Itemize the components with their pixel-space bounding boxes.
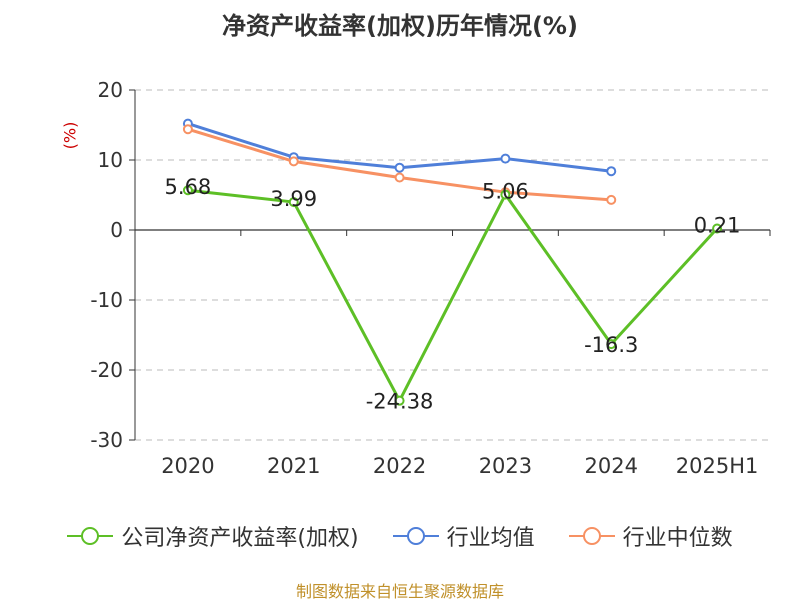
data-point-1 xyxy=(500,153,511,164)
data-point-1 xyxy=(606,166,617,177)
legend-label-industry-mean: 行业均值 xyxy=(446,526,535,551)
chart-legend: 公司净资产收益率(加权) 行业均值 行业中位数 xyxy=(0,520,800,552)
data-label: -16.3 xyxy=(584,333,638,357)
legend-item-industry-mean[interactable]: 行业均值 xyxy=(392,520,535,552)
data-label: 5.68 xyxy=(165,175,212,199)
y-tick-label: 20 xyxy=(98,78,123,102)
data-point-2 xyxy=(394,172,405,183)
x-tick-label: 2020 xyxy=(161,454,214,478)
y-tick-label: 10 xyxy=(98,148,123,172)
chart-title: 净资产收益率(加权)历年情况(%) xyxy=(222,12,578,40)
legend-marker-green xyxy=(67,527,114,545)
data-point-0 xyxy=(606,339,617,350)
x-tick-label: 2023 xyxy=(479,454,532,478)
data-label: -24.38 xyxy=(366,390,434,414)
x-tick-label: 2022 xyxy=(373,454,426,478)
data-source-note: 制图数据来自恒生聚源数据库 xyxy=(295,582,504,601)
data-point-0 xyxy=(500,189,511,200)
y-tick-label: -10 xyxy=(90,288,123,312)
x-tick-label: 2024 xyxy=(585,454,638,478)
data-point-2 xyxy=(182,124,193,135)
legend-item-company-roe[interactable]: 公司净资产收益率(加权) xyxy=(67,520,359,552)
data-point-0 xyxy=(288,197,299,208)
data-point-2 xyxy=(288,156,299,167)
x-tick-label: 2025H1 xyxy=(676,454,759,478)
data-label: 0.21 xyxy=(694,214,741,238)
data-point-0 xyxy=(712,223,723,234)
data-point-0 xyxy=(394,395,405,406)
data-point-1 xyxy=(394,162,405,173)
legend-label-company-roe: 公司净资产收益率(加权) xyxy=(121,526,359,551)
data-label: 3.99 xyxy=(270,187,317,211)
y-tick-label: -30 xyxy=(90,428,123,452)
legend-marker-blue xyxy=(392,527,439,545)
y-tick-label: -20 xyxy=(90,358,123,382)
legend-label-industry-median: 行业中位数 xyxy=(622,526,733,551)
data-point-0 xyxy=(182,185,193,196)
legend-marker-orange xyxy=(568,527,615,545)
x-tick-label: 2021 xyxy=(267,454,320,478)
y-tick-label: 0 xyxy=(110,218,123,242)
data-label: 5.06 xyxy=(482,180,529,204)
legend-item-industry-median[interactable]: 行业中位数 xyxy=(568,520,733,552)
series-line-0 xyxy=(187,188,719,403)
data-point-2 xyxy=(606,194,617,205)
